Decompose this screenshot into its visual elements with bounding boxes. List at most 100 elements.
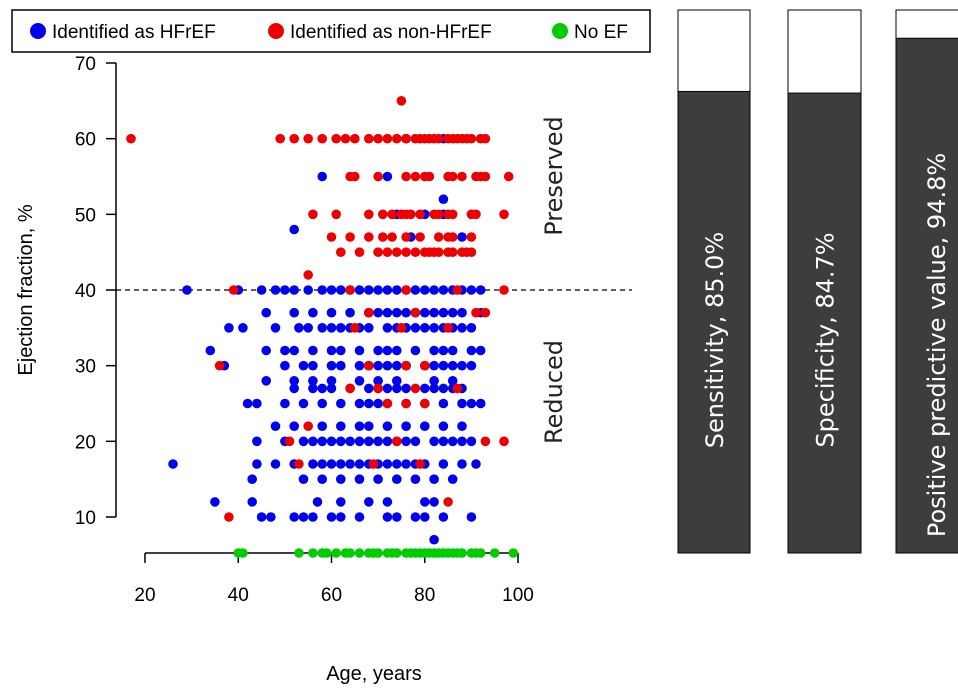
bar-label: Sensitivity, 85.0% [701, 232, 729, 448]
data-point-hfref [410, 285, 421, 295]
data-point-non-hfref [410, 307, 421, 318]
bar-fill [787, 92, 862, 554]
data-point-hfref [354, 474, 365, 485]
data-point-hfref [410, 436, 421, 447]
data-point-hfref [317, 171, 328, 182]
data-point-hfref [475, 398, 486, 409]
data-point-hfref [447, 307, 458, 318]
data-point-hfref [266, 512, 276, 522]
data-point-non-hfref [433, 247, 444, 257]
data-point-hfref [392, 459, 402, 469]
data-point-non-hfref [303, 421, 314, 432]
data-point-hfref [354, 285, 365, 295]
data-point-non-hfref [378, 232, 388, 242]
data-point-hfref [382, 323, 393, 333]
data-point-non-hfref [303, 270, 314, 280]
data-point-hfref [466, 398, 477, 409]
data-point-non-hfref [471, 209, 481, 220]
data-point-hfref [410, 323, 421, 333]
y-tick-label: 30 [75, 357, 96, 378]
y-tick-label: 50 [75, 205, 96, 226]
data-point-hfref [429, 345, 439, 356]
data-point-non-hfref [317, 133, 328, 144]
data-point-hfref [438, 459, 449, 469]
data-point-hfref [410, 345, 421, 356]
data-point-hfref [326, 285, 337, 295]
data-point-non-hfref [275, 133, 286, 144]
data-point-hfref [317, 285, 328, 295]
data-point-hfref [317, 459, 328, 469]
data-point-hfref [308, 383, 318, 394]
data-point-non-hfref [420, 398, 430, 409]
data-point-no-ef [238, 548, 248, 558]
data-point-hfref [270, 421, 281, 432]
data-point-hfref [308, 512, 318, 522]
data-point-hfref [420, 383, 430, 394]
y-tick-label: 70 [75, 54, 96, 75]
data-point-non-hfref [447, 171, 458, 182]
data-point-hfref [447, 376, 458, 386]
data-point-non-hfref [364, 209, 374, 220]
data-point-hfref [303, 285, 314, 295]
data-point-hfref [364, 323, 374, 333]
data-point-hfref [345, 307, 355, 318]
legend-marker-no-ef [552, 23, 568, 39]
data-point-hfref [401, 307, 411, 318]
data-point-hfref [382, 497, 393, 507]
data-point-hfref [429, 376, 439, 386]
legend-box [11, 9, 651, 53]
data-point-hfref [317, 436, 328, 447]
data-point-hfref [429, 436, 439, 447]
data-point-hfref [298, 474, 309, 485]
data-point-hfref [447, 360, 458, 371]
data-point-hfref [308, 345, 318, 356]
data-point-hfref [317, 323, 328, 333]
data-point-hfref [308, 459, 318, 469]
data-point-non-hfref [308, 209, 318, 220]
data-point-hfref [289, 285, 300, 295]
legend: Identified as HFrEF Identified as non-HF… [11, 9, 651, 53]
data-point-hfref [354, 345, 365, 356]
region-label-preserved: Preserved [540, 116, 568, 236]
data-point-non-hfref [410, 247, 421, 257]
data-point-hfref [270, 323, 281, 333]
data-point-non-hfref [364, 360, 374, 371]
data-point-hfref [326, 360, 337, 371]
data-point-hfref [354, 436, 365, 447]
data-point-hfref [471, 459, 481, 469]
data-point-non-hfref [410, 383, 421, 394]
data-point-hfref [336, 497, 346, 507]
data-point-non-hfref [424, 171, 435, 182]
data-point-non-hfref [447, 209, 458, 220]
data-point-non-hfref [373, 247, 383, 257]
data-point-hfref [294, 323, 304, 333]
data-point-hfref [289, 307, 300, 318]
data-point-hfref [382, 436, 393, 447]
data-point-hfref [354, 360, 365, 371]
data-point-non-hfref [392, 436, 402, 447]
data-point-hfref [354, 512, 365, 522]
data-point-non-hfref [378, 209, 388, 220]
data-point-hfref [317, 383, 328, 394]
data-point-hfref [280, 285, 290, 295]
data-point-non-hfref [503, 171, 514, 182]
data-point-hfref [326, 345, 337, 356]
data-point-hfref [475, 285, 486, 295]
data-point-hfref [382, 285, 393, 295]
data-point-hfref [298, 436, 309, 447]
data-point-non-hfref [350, 171, 360, 182]
data-point-hfref [298, 360, 309, 371]
data-point-non-hfref [443, 323, 453, 333]
data-point-hfref [238, 323, 248, 333]
data-point-non-hfref [387, 232, 397, 242]
data-point-hfref [401, 421, 411, 432]
data-point-hfref [364, 497, 374, 507]
data-point-non-hfref [214, 360, 225, 371]
data-point-hfref [303, 323, 314, 333]
data-point-hfref [429, 497, 439, 507]
data-point-hfref [420, 497, 430, 507]
data-point-hfref [308, 436, 318, 447]
y-axis-label: Ejection fraction, % [15, 204, 37, 375]
data-point-hfref [336, 436, 346, 447]
data-point-non-hfref [336, 247, 346, 257]
